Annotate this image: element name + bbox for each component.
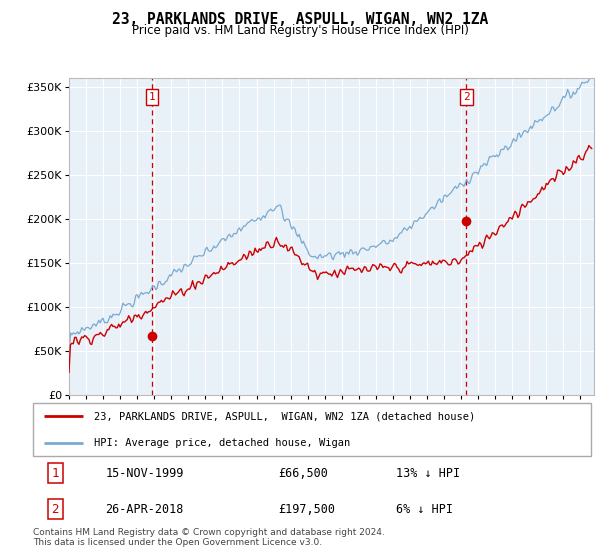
Text: Contains HM Land Registry data © Crown copyright and database right 2024.
This d: Contains HM Land Registry data © Crown c…: [33, 528, 385, 547]
Text: 23, PARKLANDS DRIVE, ASPULL, WIGAN, WN2 1ZA: 23, PARKLANDS DRIVE, ASPULL, WIGAN, WN2 …: [112, 12, 488, 27]
Text: £66,500: £66,500: [278, 467, 328, 480]
Text: Price paid vs. HM Land Registry's House Price Index (HPI): Price paid vs. HM Land Registry's House …: [131, 24, 469, 37]
Text: 6% ↓ HPI: 6% ↓ HPI: [396, 503, 453, 516]
Text: HPI: Average price, detached house, Wigan: HPI: Average price, detached house, Wiga…: [94, 438, 350, 448]
FancyBboxPatch shape: [33, 403, 591, 456]
Text: 1: 1: [149, 92, 155, 102]
Text: 2: 2: [463, 92, 470, 102]
Text: 26-APR-2018: 26-APR-2018: [106, 503, 184, 516]
Text: £197,500: £197,500: [278, 503, 335, 516]
Text: 15-NOV-1999: 15-NOV-1999: [106, 467, 184, 480]
Text: 13% ↓ HPI: 13% ↓ HPI: [396, 467, 460, 480]
Text: 2: 2: [52, 503, 59, 516]
Text: 1: 1: [52, 467, 59, 480]
Text: 23, PARKLANDS DRIVE, ASPULL,  WIGAN, WN2 1ZA (detached house): 23, PARKLANDS DRIVE, ASPULL, WIGAN, WN2 …: [94, 412, 476, 422]
